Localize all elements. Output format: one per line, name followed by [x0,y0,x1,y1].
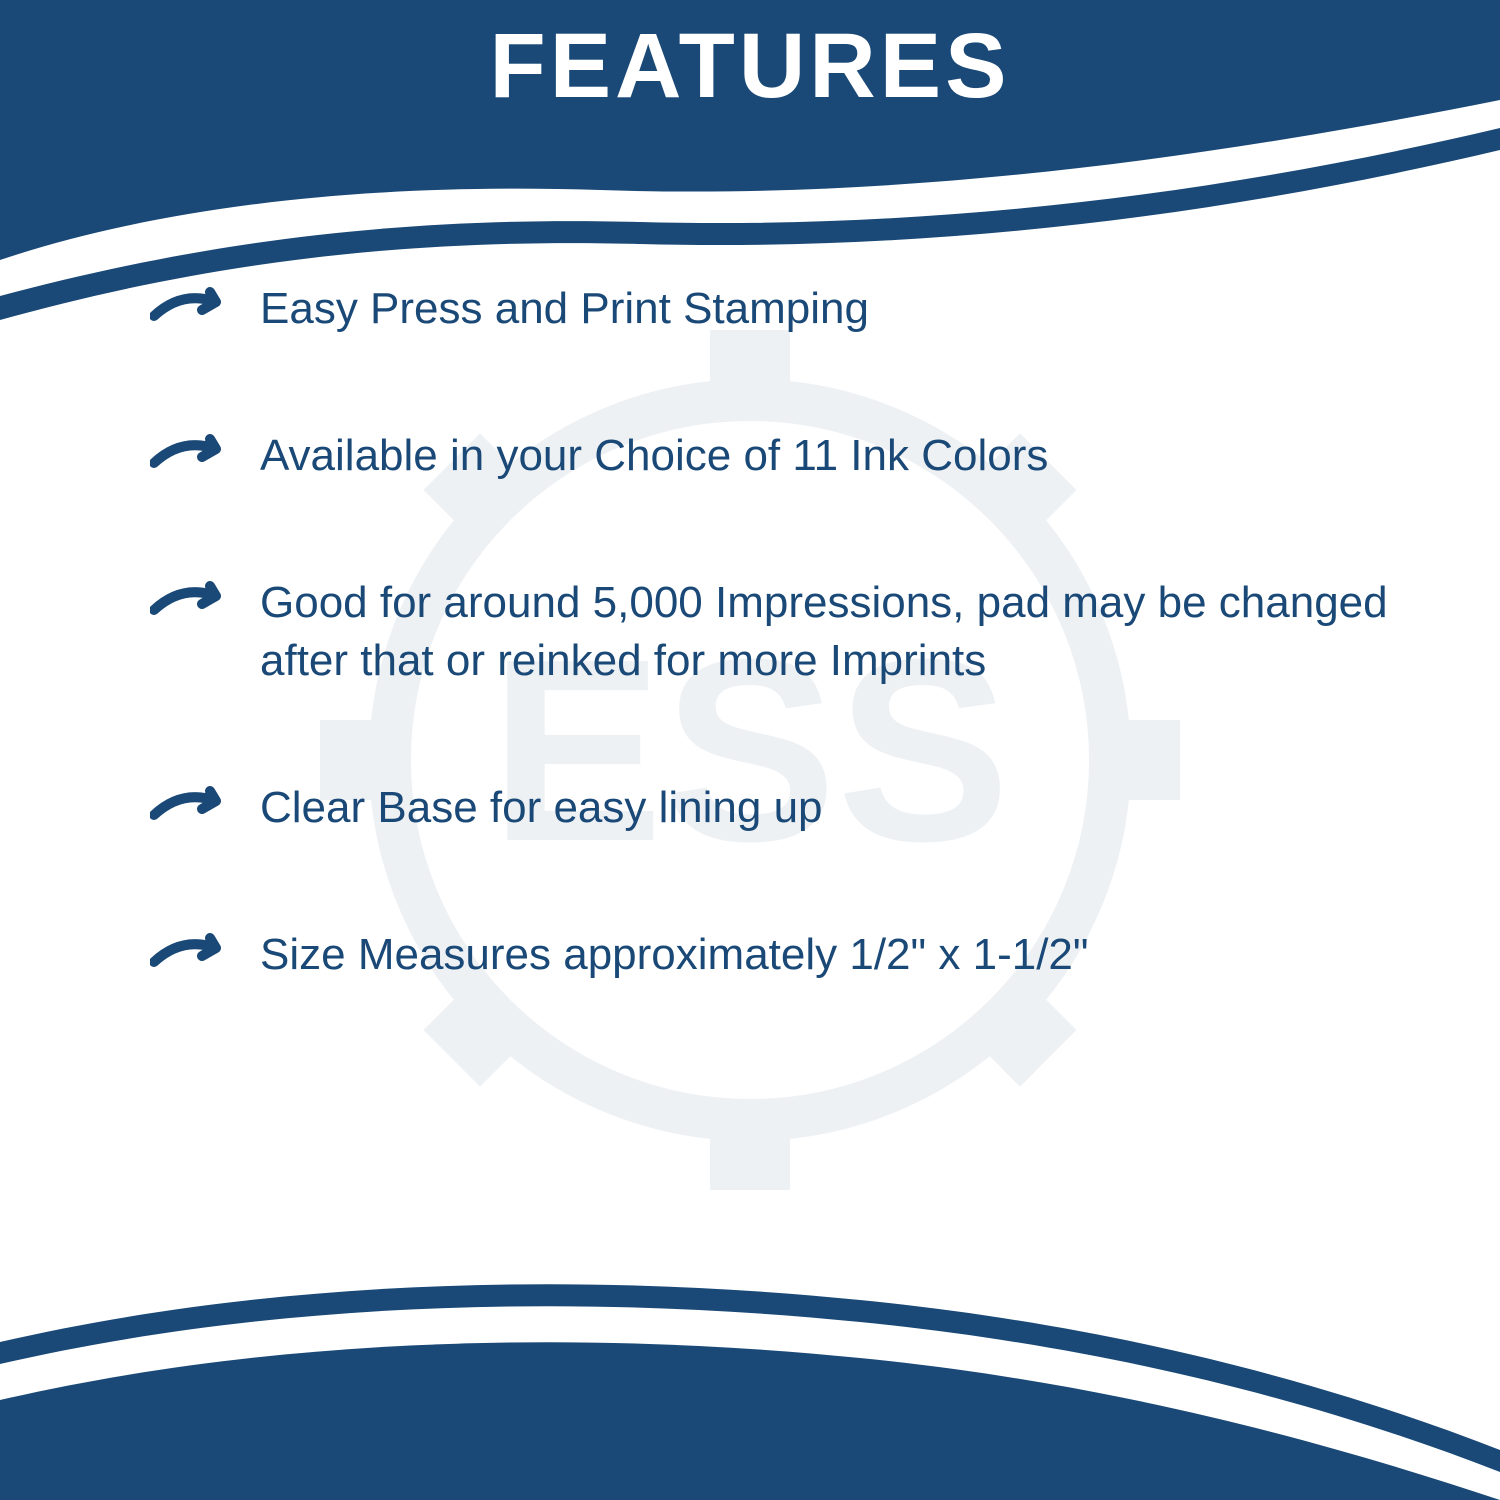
feature-text: Size Measures approximately 1/2" x 1-1/2… [260,926,1089,983]
feature-item: Clear Base for easy lining up [150,779,1420,836]
feature-item: Easy Press and Print Stamping [150,280,1420,337]
feature-item: Available in your Choice of 11 Ink Color… [150,427,1420,484]
features-list: Easy Press and Print Stamping Available … [150,280,1420,1073]
page-title: FEATURES [0,14,1500,119]
feature-text: Easy Press and Print Stamping [260,280,869,337]
arrow-right-icon [150,932,260,981]
arrow-right-icon [150,580,260,629]
feature-item: Size Measures approximately 1/2" x 1-1/2… [150,926,1420,983]
feature-text: Good for around 5,000 Impressions, pad m… [260,574,1420,688]
footer-wave [0,1270,1500,1500]
arrow-right-icon [150,433,260,482]
feature-text: Available in your Choice of 11 Ink Color… [260,427,1048,484]
feature-item: Good for around 5,000 Impressions, pad m… [150,574,1420,688]
feature-text: Clear Base for easy lining up [260,779,823,836]
arrow-right-icon [150,286,260,335]
arrow-right-icon [150,785,260,834]
